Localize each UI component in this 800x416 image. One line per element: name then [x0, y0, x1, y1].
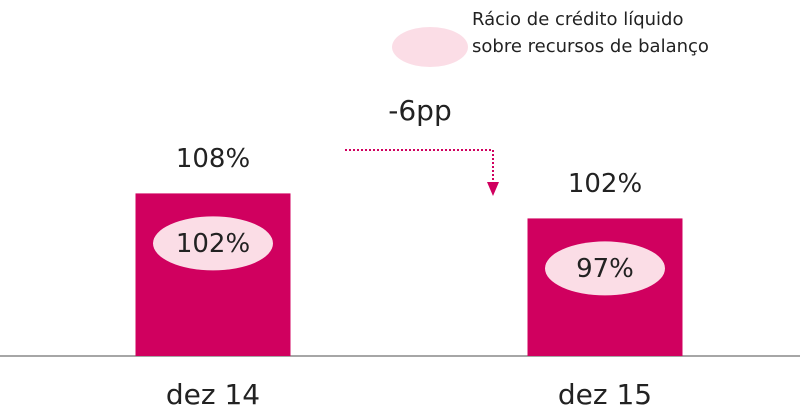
- ratio-ellipse: [545, 241, 665, 296]
- ratio-label: 102%: [176, 229, 250, 259]
- ratio-ellipse: [153, 216, 273, 271]
- annotation: -6pp: [388, 94, 451, 127]
- value-label: 108%: [176, 144, 250, 174]
- ratio-label: 97%: [576, 254, 634, 284]
- arrow: [345, 149, 494, 184]
- legend-label: Rácio de crédito líquido sobre recursos …: [472, 9, 709, 57]
- x-tick-label: dez 14: [166, 378, 260, 411]
- arrow-head: [487, 182, 499, 196]
- legend-swatch: [392, 27, 468, 67]
- x-tick-label: dez 15: [558, 378, 652, 411]
- value-label: 102%: [568, 169, 642, 199]
